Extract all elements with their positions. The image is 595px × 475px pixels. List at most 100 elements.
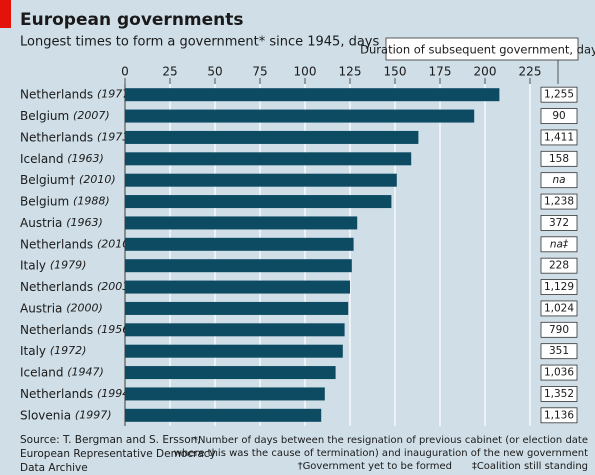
duration-label: 790 (549, 324, 569, 336)
source: Source: T. Bergman and S. Ersson, (20, 434, 201, 446)
duration-label: na (552, 174, 565, 186)
category-year: (2010) (97, 237, 134, 250)
x-tick-label: 0 (121, 65, 129, 79)
category-name: Austria (20, 301, 62, 315)
category-name: Slovenia (20, 408, 71, 422)
y-tick-label: Iceland (1947) (20, 365, 104, 379)
category-year: (1972) (50, 344, 87, 357)
bar (125, 280, 350, 294)
duration-label: 1,411 (544, 131, 574, 143)
category-year: (1947) (67, 366, 104, 379)
bar (125, 408, 322, 422)
category-year: (2010) (79, 173, 116, 186)
category-year: (1979) (50, 259, 87, 272)
bar (125, 173, 397, 187)
category-year: (1988) (73, 195, 110, 208)
category-year: (1963) (66, 216, 103, 229)
bar (125, 323, 345, 337)
duration-label: 228 (549, 260, 569, 272)
red-tag (0, 0, 11, 28)
duration-box (540, 407, 578, 424)
duration-label: 158 (549, 153, 569, 165)
note: where this was the cause of termination)… (174, 448, 588, 459)
category-year: (1994) (97, 387, 134, 400)
duration-label: 1,024 (544, 302, 574, 314)
note: *Number of days between the resignation … (193, 435, 588, 446)
footnote: ‡Coalition still standing (472, 461, 588, 472)
bar (125, 301, 349, 315)
x-tick-label: 125 (339, 65, 362, 79)
bar (125, 88, 500, 102)
bar (125, 387, 325, 401)
category-name: Netherlands (20, 280, 93, 294)
category-name: Italy (20, 258, 46, 272)
y-tick-label: Netherlands (2010) (20, 237, 134, 251)
bar (125, 259, 352, 273)
x-tick-label: 25 (162, 65, 177, 79)
source: European Representative Democracy (20, 448, 216, 460)
x-tick-label: 225 (519, 65, 542, 79)
duration-label: na‡ (550, 238, 569, 250)
category-name: Iceland (20, 365, 63, 379)
duration-label: 1,255 (544, 89, 574, 101)
source: Data Archive (20, 462, 88, 474)
bar (125, 130, 419, 144)
duration-box (540, 257, 578, 274)
y-tick-label: Netherlands (1973) (20, 130, 134, 144)
category-year: (1956) (97, 323, 134, 336)
duration-box (540, 215, 578, 231)
category-name: Netherlands (20, 237, 93, 251)
duration-label: 1,036 (544, 367, 574, 379)
duration-box (540, 193, 578, 210)
category-year: (2003) (97, 280, 134, 293)
duration-box (540, 300, 578, 317)
duration-label: 372 (549, 217, 569, 229)
y-tick-label: Italy (1972) (20, 344, 86, 358)
x-tick-label: 100 (294, 65, 317, 79)
category-name: Austria (20, 215, 62, 229)
bar (125, 237, 354, 251)
duration-label: 1,129 (544, 281, 574, 293)
chart-subtitle: Longest times to form a government* sinc… (20, 35, 380, 50)
bar (125, 109, 475, 123)
durations-header: Duration of subsequent government, days (360, 43, 595, 57)
category-name: Netherlands (20, 386, 93, 400)
category-name: Netherlands (20, 322, 93, 336)
duration-box (540, 364, 578, 381)
category-year: (1977) (97, 88, 134, 101)
duration-label: 90 (552, 110, 565, 122)
duration-box (540, 129, 578, 146)
category-name: Netherlands (20, 130, 93, 144)
y-tick-label: Slovenia (1997) (20, 408, 111, 422)
y-tick-label: Belgium† (2010) (20, 173, 116, 187)
y-tick-label: Netherlands (1977) (20, 87, 134, 101)
y-tick-label: Netherlands (1994) (20, 386, 134, 400)
category-year: (1963) (67, 152, 104, 165)
x-tick-label: 75 (252, 65, 267, 79)
category-name: Netherlands (20, 87, 93, 101)
duration-box (540, 321, 578, 338)
bar (125, 152, 412, 166)
category-year: (1973) (97, 130, 134, 143)
y-tick-label: Austria (2000) (20, 301, 103, 315)
category-name: Iceland (20, 151, 63, 165)
category-year: (2000) (66, 301, 103, 314)
y-tick-label: Netherlands (2003) (20, 280, 134, 294)
bar (125, 366, 336, 380)
y-tick-label: Italy (1979) (20, 258, 86, 272)
x-tick-label: 50 (207, 65, 222, 79)
category-name: Belgium (20, 194, 69, 208)
durations-header-box (385, 37, 579, 61)
duration-label: 1,136 (544, 409, 574, 421)
bar (125, 195, 392, 209)
x-tick-label: 175 (429, 65, 452, 79)
duration-label: 1,238 (544, 196, 574, 208)
y-tick-label: Austria (1963) (20, 215, 103, 229)
chart-title: European governments (20, 10, 244, 30)
duration-box (540, 279, 578, 295)
bar (125, 344, 343, 358)
duration-box (540, 386, 578, 402)
y-tick-label: Belgium (2007) (20, 109, 110, 123)
duration-box (540, 236, 578, 253)
